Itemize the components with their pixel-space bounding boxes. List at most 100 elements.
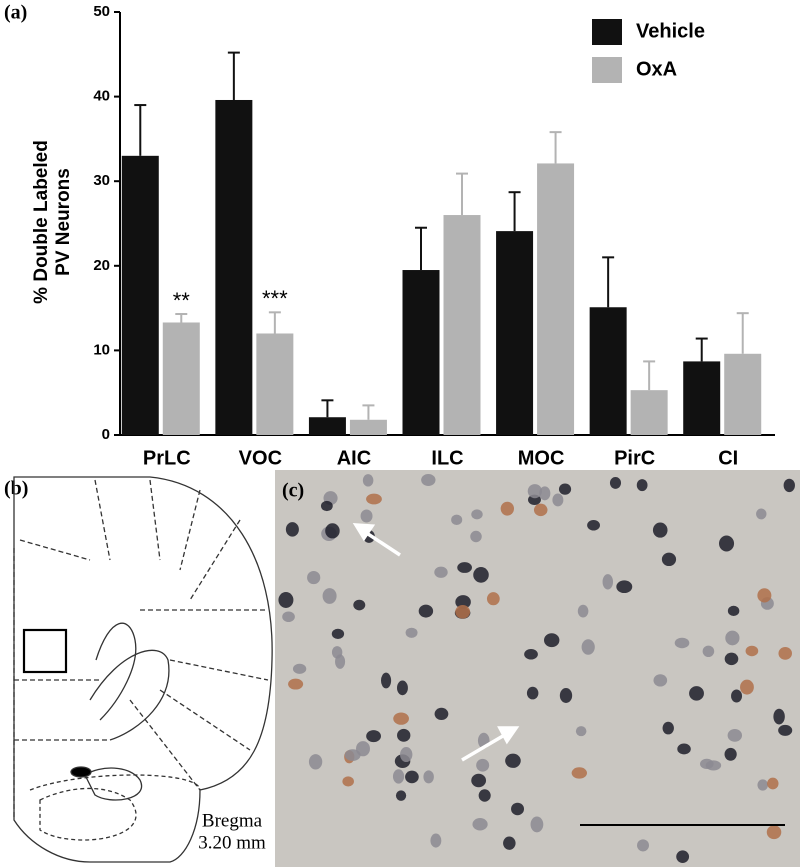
significance-label: *** — [262, 286, 288, 311]
cell — [609, 477, 622, 489]
bar — [589, 307, 627, 435]
bar — [630, 390, 668, 435]
cell — [661, 552, 677, 567]
diagram-caption: Bregma — [202, 810, 263, 831]
brain-section — [13, 476, 273, 863]
cell — [331, 646, 343, 659]
cell — [285, 522, 299, 537]
bar — [496, 231, 534, 435]
y-tick-label: 40 — [93, 88, 110, 105]
bar — [724, 353, 762, 435]
cell — [486, 592, 500, 606]
cell — [571, 767, 587, 779]
cell — [677, 743, 691, 755]
cell — [421, 474, 436, 486]
cell — [727, 605, 740, 617]
bar — [162, 322, 200, 435]
cell — [724, 747, 737, 761]
y-axis-title-line: % Double Labeled — [31, 140, 52, 304]
cell — [471, 773, 487, 788]
cell — [308, 754, 323, 770]
cell — [539, 486, 551, 501]
cell — [362, 474, 374, 487]
cell — [472, 818, 488, 831]
bar — [121, 155, 159, 435]
cell — [727, 728, 743, 742]
cell — [325, 523, 340, 539]
cell — [689, 686, 704, 701]
legend-swatch — [592, 57, 622, 83]
cell — [395, 790, 407, 801]
cell — [455, 604, 471, 619]
cell — [405, 627, 418, 638]
cell — [719, 535, 735, 552]
x-tick-label: PirC — [614, 447, 655, 469]
legend-label: OxA — [636, 58, 677, 80]
cells — [278, 474, 795, 864]
cell — [783, 478, 795, 493]
cell — [533, 503, 548, 517]
cell — [393, 712, 409, 725]
cell — [360, 509, 373, 523]
cell — [511, 802, 525, 816]
cell — [278, 592, 294, 608]
cell — [757, 779, 768, 791]
cell — [778, 646, 792, 660]
cell — [307, 570, 321, 585]
cell — [503, 836, 516, 850]
cell — [636, 479, 648, 492]
diagram-caption: 3.20 mm — [198, 832, 266, 853]
y-axis-title: % Double Labeled PV Neurons — [31, 140, 74, 304]
cell — [342, 776, 354, 787]
cell — [505, 753, 521, 768]
y-tick-label: 30 — [93, 172, 110, 189]
cell — [500, 501, 514, 516]
cell — [320, 500, 333, 512]
cell — [396, 680, 408, 696]
cell — [637, 839, 650, 852]
y-tick-label: 50 — [93, 3, 110, 20]
cell — [380, 672, 392, 689]
cell — [552, 493, 564, 507]
cell — [470, 530, 482, 543]
cell — [282, 611, 295, 622]
cell — [766, 825, 782, 840]
legend-label: Vehicle — [636, 20, 705, 42]
cell — [366, 730, 381, 743]
cell — [434, 707, 449, 721]
cell — [527, 484, 542, 499]
cell — [674, 637, 690, 649]
significance-label: ** — [173, 288, 191, 313]
x-tick-label: AIC — [337, 447, 371, 469]
cell — [457, 562, 472, 573]
cell — [587, 519, 600, 531]
cell — [455, 595, 471, 609]
cell — [524, 648, 538, 660]
cell — [756, 508, 767, 520]
cell — [397, 728, 411, 742]
bar — [349, 419, 387, 435]
cell — [423, 770, 434, 784]
cell — [575, 726, 587, 737]
cell — [767, 777, 779, 790]
cell — [702, 645, 715, 657]
x-tick-label: CI — [718, 447, 738, 469]
cell — [322, 588, 337, 604]
x-tick-label: ILC — [431, 447, 463, 469]
cell — [353, 599, 366, 611]
x-tick-label: MOC — [518, 447, 565, 469]
cell — [331, 628, 345, 639]
cell — [740, 679, 754, 695]
bar — [215, 99, 253, 435]
bar — [443, 215, 481, 435]
cell — [288, 678, 304, 690]
cell — [724, 652, 739, 666]
cell — [400, 747, 413, 763]
cell — [476, 758, 490, 772]
cell — [745, 645, 759, 657]
cell — [757, 588, 772, 603]
cell — [778, 724, 793, 736]
cell — [530, 816, 544, 833]
panel-label: (a) — [4, 2, 27, 24]
